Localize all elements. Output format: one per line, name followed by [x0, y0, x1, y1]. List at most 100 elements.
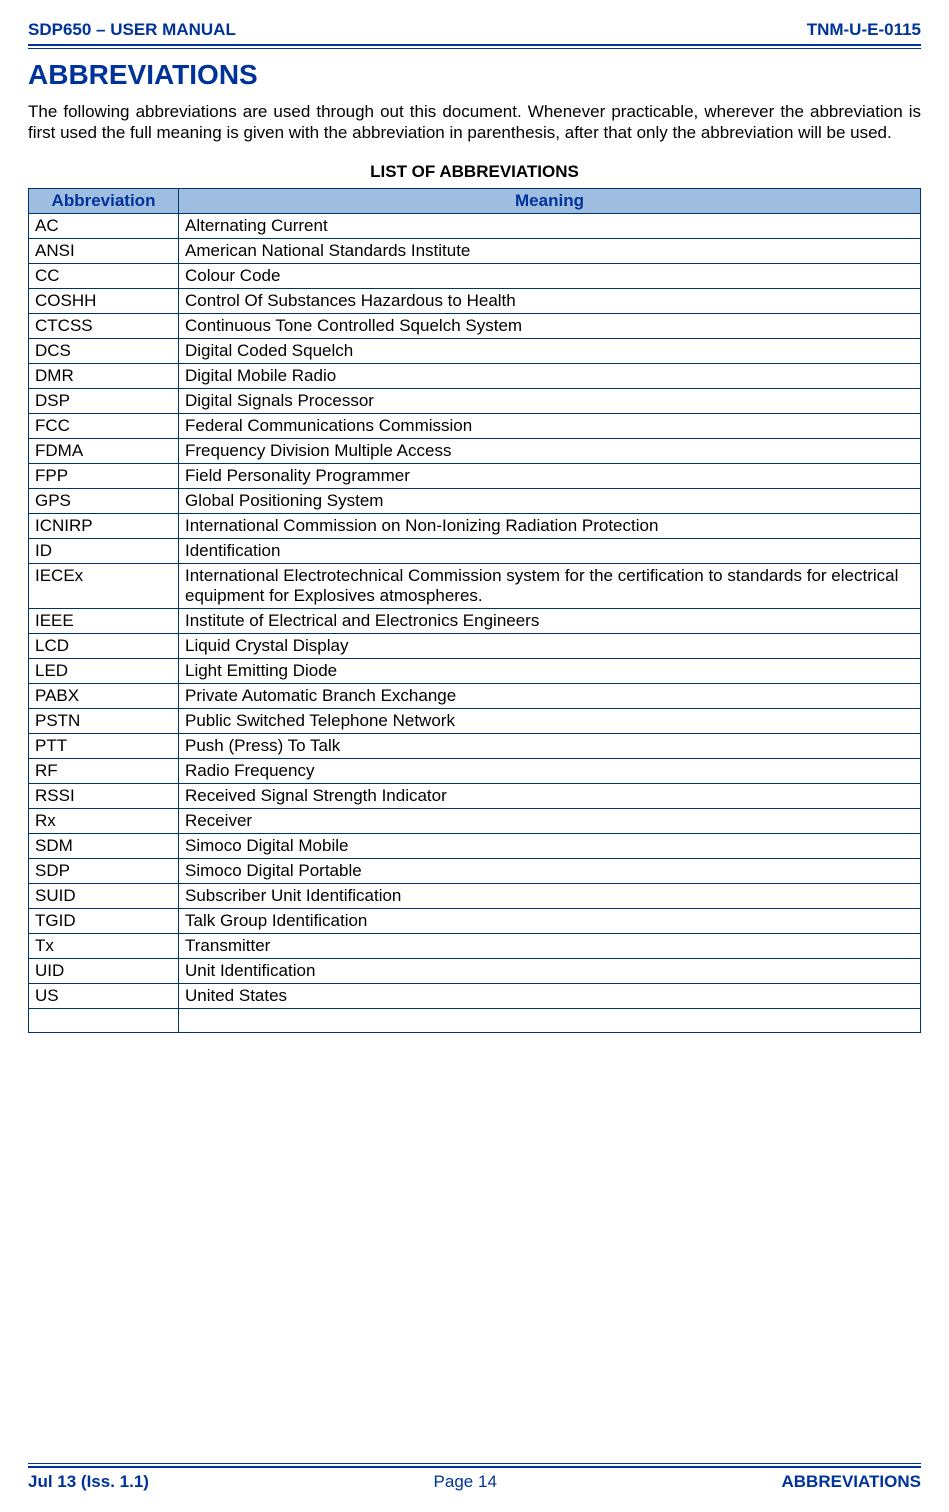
footer-center: Page 14	[434, 1472, 497, 1492]
abbr-cell: DSP	[29, 388, 179, 413]
meaning-cell: Institute of Electrical and Electronics …	[179, 608, 921, 633]
footer-page-number: 14	[478, 1472, 497, 1491]
header-right: TNM-U-E-0115	[807, 20, 921, 40]
table-row-empty	[29, 1008, 921, 1032]
abbr-cell: Rx	[29, 808, 179, 833]
meaning-cell: Talk Group Identification	[179, 908, 921, 933]
table-row: GPSGlobal Positioning System	[29, 488, 921, 513]
abbr-cell: ICNIRP	[29, 513, 179, 538]
table-row: TxTransmitter	[29, 933, 921, 958]
meaning-cell: International Electrotechnical Commissio…	[179, 563, 921, 608]
meaning-cell: Frequency Division Multiple Access	[179, 438, 921, 463]
meaning-cell: Light Emitting Diode	[179, 658, 921, 683]
meaning-cell: Simoco Digital Portable	[179, 858, 921, 883]
table-row: USUnited States	[29, 983, 921, 1008]
abbr-cell: LCD	[29, 633, 179, 658]
abbr-cell: IECEx	[29, 563, 179, 608]
table-row: FCCFederal Communications Commission	[29, 413, 921, 438]
table-row: LEDLight Emitting Diode	[29, 658, 921, 683]
meaning-cell: Receiver	[179, 808, 921, 833]
table-row: LCDLiquid Crystal Display	[29, 633, 921, 658]
page-header: SDP650 – USER MANUAL TNM-U-E-0115	[28, 20, 921, 44]
table-row: PTTPush (Press) To Talk	[29, 733, 921, 758]
header-rule	[28, 44, 921, 49]
meaning-cell: Global Positioning System	[179, 488, 921, 513]
abbr-cell: LED	[29, 658, 179, 683]
table-row: UIDUnit Identification	[29, 958, 921, 983]
table-row: RxReceiver	[29, 808, 921, 833]
abbr-cell: ID	[29, 538, 179, 563]
meaning-cell: Field Personality Programmer	[179, 463, 921, 488]
abbr-cell: DCS	[29, 338, 179, 363]
meaning-cell: Alternating Current	[179, 213, 921, 238]
table-row: ACAlternating Current	[29, 213, 921, 238]
abbr-cell: PSTN	[29, 708, 179, 733]
table-row: IDIdentification	[29, 538, 921, 563]
table-row: DSPDigital Signals Processor	[29, 388, 921, 413]
meaning-cell: Push (Press) To Talk	[179, 733, 921, 758]
section-title: ABBREVIATIONS	[28, 59, 921, 91]
abbr-cell: CC	[29, 263, 179, 288]
footer-page-prefix: Page	[434, 1472, 478, 1491]
meaning-cell: Control Of Substances Hazardous to Healt…	[179, 288, 921, 313]
col-header-meaning: Meaning	[179, 188, 921, 213]
meaning-cell: Public Switched Telephone Network	[179, 708, 921, 733]
table-row: PABXPrivate Automatic Branch Exchange	[29, 683, 921, 708]
table-row: COSHHControl Of Substances Hazardous to …	[29, 288, 921, 313]
table-row: FPPField Personality Programmer	[29, 463, 921, 488]
table-row: ANSIAmerican National Standards Institut…	[29, 238, 921, 263]
meaning-cell: Continuous Tone Controlled Squelch Syste…	[179, 313, 921, 338]
abbr-cell: AC	[29, 213, 179, 238]
footer-rule	[28, 1463, 921, 1468]
abbr-cell: IEEE	[29, 608, 179, 633]
abbr-cell: RF	[29, 758, 179, 783]
table-row: RSSIReceived Signal Strength Indicator	[29, 783, 921, 808]
meaning-cell: Digital Coded Squelch	[179, 338, 921, 363]
abbreviations-table: Abbreviation Meaning ACAlternating Curre…	[28, 188, 921, 1033]
abbr-cell: FCC	[29, 413, 179, 438]
meaning-cell: Colour Code	[179, 263, 921, 288]
table-row: SUIDSubscriber Unit Identification	[29, 883, 921, 908]
table-header-row: Abbreviation Meaning	[29, 188, 921, 213]
abbr-cell: SUID	[29, 883, 179, 908]
abbr-cell: ANSI	[29, 238, 179, 263]
meaning-cell	[179, 1008, 921, 1032]
abbr-cell: SDP	[29, 858, 179, 883]
page-footer: Jul 13 (Iss. 1.1) Page 14 ABBREVIATIONS	[28, 1463, 921, 1492]
table-row: ICNIRPInternational Commission on Non-Io…	[29, 513, 921, 538]
meaning-cell: Unit Identification	[179, 958, 921, 983]
table-row: CTCSSContinuous Tone Controlled Squelch …	[29, 313, 921, 338]
abbr-cell: SDM	[29, 833, 179, 858]
table-row: DMRDigital Mobile Radio	[29, 363, 921, 388]
meaning-cell: Federal Communications Commission	[179, 413, 921, 438]
meaning-cell: Transmitter	[179, 933, 921, 958]
abbr-cell: COSHH	[29, 288, 179, 313]
table-row: PSTNPublic Switched Telephone Network	[29, 708, 921, 733]
table-row: CCColour Code	[29, 263, 921, 288]
table-row: IECExInternational Electrotechnical Comm…	[29, 563, 921, 608]
abbr-cell: UID	[29, 958, 179, 983]
abbr-cell: TGID	[29, 908, 179, 933]
table-row: TGIDTalk Group Identification	[29, 908, 921, 933]
abbr-cell: RSSI	[29, 783, 179, 808]
meaning-cell: Digital Mobile Radio	[179, 363, 921, 388]
table-row: RFRadio Frequency	[29, 758, 921, 783]
col-header-abbr: Abbreviation	[29, 188, 179, 213]
abbr-cell: FDMA	[29, 438, 179, 463]
header-left: SDP650 – USER MANUAL	[28, 20, 236, 40]
meaning-cell: International Commission on Non-Ionizing…	[179, 513, 921, 538]
intro-paragraph: The following abbreviations are used thr…	[28, 101, 921, 144]
abbr-cell: CTCSS	[29, 313, 179, 338]
abbr-cell: PTT	[29, 733, 179, 758]
footer-left: Jul 13 (Iss. 1.1)	[28, 1472, 149, 1492]
table-title: LIST OF ABBREVIATIONS	[28, 162, 921, 182]
meaning-cell: Liquid Crystal Display	[179, 633, 921, 658]
meaning-cell: Digital Signals Processor	[179, 388, 921, 413]
meaning-cell: Radio Frequency	[179, 758, 921, 783]
meaning-cell: Private Automatic Branch Exchange	[179, 683, 921, 708]
meaning-cell: Identification	[179, 538, 921, 563]
abbr-cell: GPS	[29, 488, 179, 513]
abbr-cell: US	[29, 983, 179, 1008]
table-row: DCSDigital Coded Squelch	[29, 338, 921, 363]
footer-right: ABBREVIATIONS	[782, 1472, 921, 1492]
